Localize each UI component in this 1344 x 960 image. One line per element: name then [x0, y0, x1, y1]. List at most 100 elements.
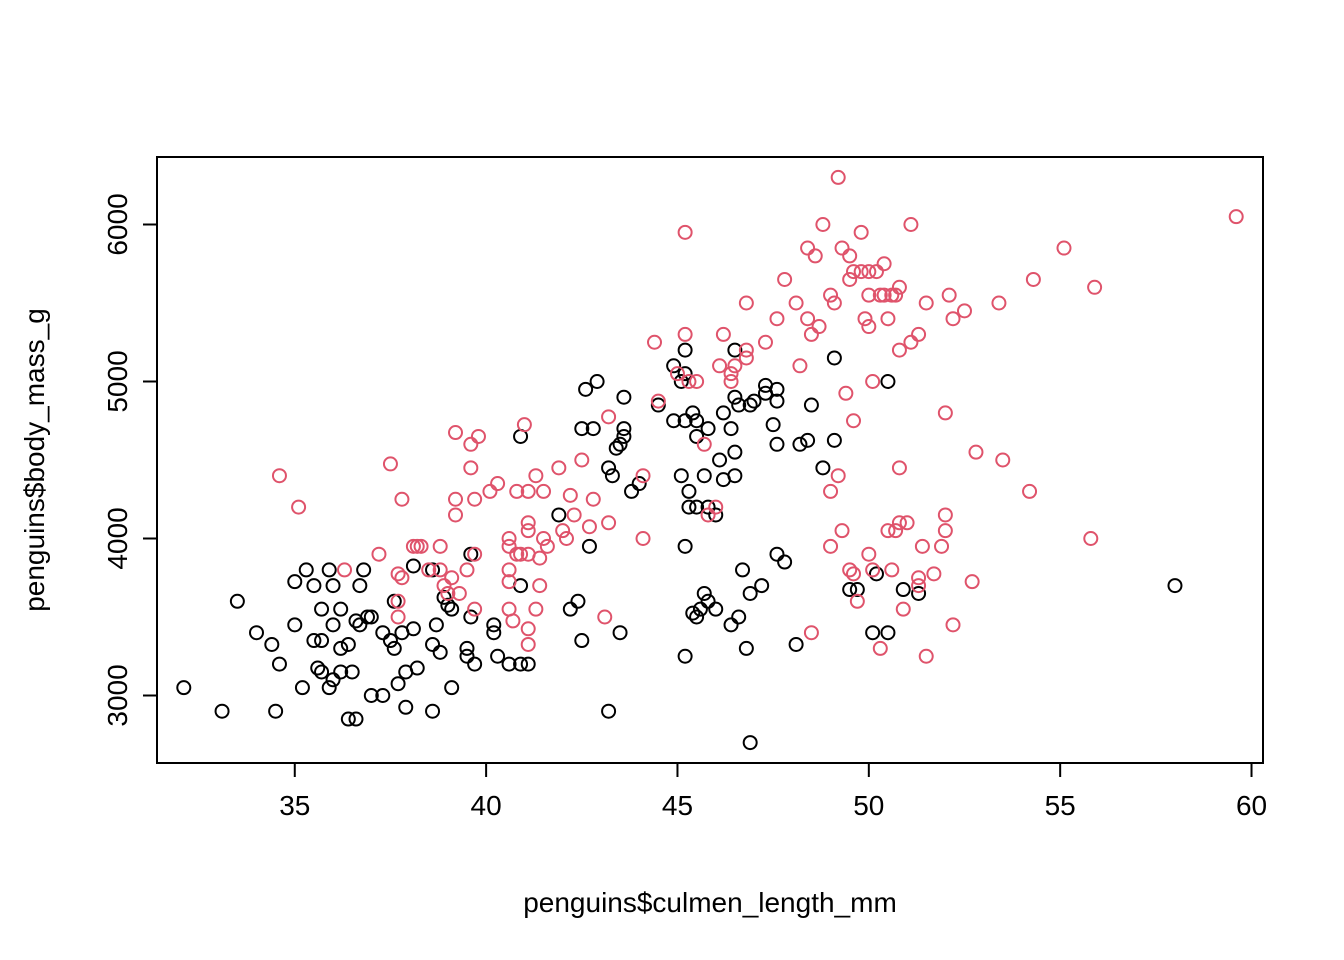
data-point-series-1: [723, 421, 739, 437]
data-point-series-1: [601, 703, 617, 719]
data-point-series-2: [861, 319, 877, 335]
data-point-series-1: [325, 617, 341, 633]
data-point-series-2: [528, 601, 544, 617]
y-tick-label: 4000: [102, 507, 133, 569]
data-point-series-1: [631, 476, 647, 492]
data-point-series-1: [585, 421, 601, 437]
data-point-series-1: [214, 703, 230, 719]
data-point-series-2: [581, 519, 597, 535]
data-point-series-1: [880, 374, 896, 390]
data-point-series-1: [685, 605, 701, 621]
data-point-series-1: [754, 578, 770, 594]
data-point-series-2: [872, 640, 888, 656]
data-point-series-2: [390, 609, 406, 625]
data-point-series-1: [700, 499, 716, 515]
data-point-series-1: [689, 609, 705, 625]
data-point-series-1: [325, 672, 341, 688]
data-point-series-1: [865, 625, 881, 641]
data-point-series-1: [727, 444, 743, 460]
data-point-series-2: [635, 468, 651, 484]
y-axis: 3000 4000 5000 6000: [102, 193, 158, 727]
data-point-series-2: [861, 546, 877, 562]
data-point-series-2: [777, 271, 793, 287]
data-point-series-2: [926, 566, 942, 582]
data-point-series-1: [650, 397, 666, 413]
data-point-series-1: [803, 397, 819, 413]
data-point-series-2: [853, 224, 869, 240]
data-point-series-1: [425, 703, 441, 719]
data-point-series-2: [803, 326, 819, 342]
data-point-series-2: [681, 374, 697, 390]
data-point-series-2: [891, 279, 907, 295]
data-point-series-2: [448, 425, 464, 441]
data-point-series-2: [945, 311, 961, 327]
data-point-series-2: [918, 648, 934, 664]
data-point-series-1: [375, 625, 391, 641]
data-point-series-1: [325, 578, 341, 594]
data-point-series-2: [800, 311, 816, 327]
data-point-series-2: [723, 366, 739, 382]
data-point-series-2: [861, 287, 877, 303]
x-tick-label: 55: [1045, 790, 1076, 821]
data-point-series-1: [612, 625, 628, 641]
data-point-series-2: [880, 311, 896, 327]
data-point-series-2: [868, 264, 884, 280]
data-point-series-2: [390, 566, 406, 582]
data-point-series-2: [834, 240, 850, 256]
data-point-series-2: [532, 578, 548, 594]
data-point-series-1: [562, 601, 578, 617]
data-point-series-2: [1228, 209, 1244, 225]
data-point-series-1: [742, 585, 758, 601]
data-point-series-2: [891, 342, 907, 358]
data-point-series-2: [394, 570, 410, 586]
data-point-series-1: [769, 381, 785, 397]
data-point-series-1: [363, 609, 379, 625]
data-point-series-2: [677, 326, 693, 342]
data-point-series-2: [934, 538, 950, 554]
data-point-series-2: [823, 483, 839, 499]
data-point-series-1: [578, 381, 594, 397]
data-point-series-1: [249, 625, 265, 641]
data-point-series-1: [570, 593, 586, 609]
data-point-series-1: [612, 436, 628, 452]
data-point-series-2: [470, 428, 486, 444]
x-axis: 35 40 45 50 55 60: [279, 762, 1267, 821]
data-point-series-2: [459, 562, 475, 578]
data-point-series-2: [436, 578, 452, 594]
data-point-series-1: [677, 648, 693, 664]
data-point-series-1: [436, 589, 452, 605]
data-point-series-2: [382, 456, 398, 472]
data-point-series-2: [337, 562, 353, 578]
data-point-series-1: [551, 507, 567, 523]
data-point-series-2: [689, 374, 705, 390]
data-point-series-1: [677, 366, 693, 382]
data-point-series-1: [363, 687, 379, 703]
data-point-series-1: [459, 640, 475, 656]
data-point-series-1: [287, 574, 303, 590]
data-point-series-2: [390, 593, 406, 609]
data-point-series-1: [405, 558, 421, 574]
data-point-series-1: [723, 617, 739, 633]
data-point-series-2: [505, 613, 521, 629]
data-point-series-2: [842, 271, 858, 287]
data-point-series-2: [888, 523, 904, 539]
data-point-series-2: [884, 562, 900, 578]
data-point-series-2: [558, 530, 574, 546]
data-point-series-2: [723, 374, 739, 390]
data-point-series-1: [382, 633, 398, 649]
data-point-series-1: [444, 680, 460, 696]
data-point-series-2: [467, 491, 483, 507]
data-point-series-2: [945, 617, 961, 633]
data-point-series-1: [271, 656, 287, 672]
data-point-series-2: [861, 264, 877, 280]
data-point-series-1: [340, 711, 356, 727]
data-point-series-2: [899, 515, 915, 531]
data-point-series-1: [677, 538, 693, 554]
data-point-series-1: [727, 342, 743, 358]
data-point-series-1: [486, 625, 502, 641]
data-point-series-1: [405, 621, 421, 637]
data-points: [176, 169, 1244, 751]
data-point-series-1: [574, 633, 590, 649]
data-point-series-2: [911, 326, 927, 342]
